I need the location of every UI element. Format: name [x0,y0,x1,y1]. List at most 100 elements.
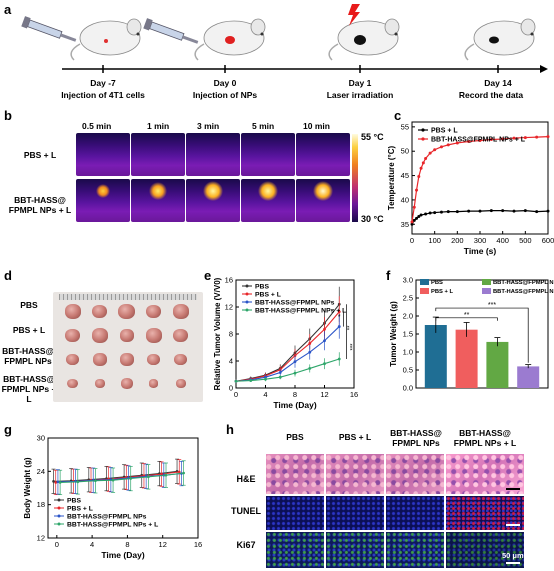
legend-marker [245,292,249,296]
tumor-specimen [118,303,135,320]
data-point [419,213,423,217]
scale-max-label: 55 °C [361,132,384,142]
bar [486,341,509,388]
tumor-specimen [172,304,189,319]
panel-b-label: b [4,108,12,123]
data-point [433,211,437,215]
panel-d-label: d [4,268,12,283]
data-point [446,143,450,147]
data-point [76,480,80,484]
series-line [411,136,549,222]
body-weight-chart: 0 4 8 12 16 12 18 24 30 Time (Day) Body Weight (g)… [23,434,202,561]
thermal-image [241,133,295,176]
x-tick-label: 100 [428,236,441,245]
data-point [182,471,185,475]
legend-label: PBS [431,280,443,286]
legend-marker [245,284,249,288]
sig-label: ** [348,325,354,330]
series-line [235,311,340,382]
panel-c-label: c [394,108,402,123]
sig-label: * [338,314,341,321]
data-point [433,148,437,152]
histo-col-label: BBT-HASS@ FPMPL NPs + L [453,428,517,448]
legend-label: BBT-HASS@FPMPL NPs + L [255,308,346,315]
tumor-specimen [92,353,107,366]
data-point [58,481,62,484]
tumor-specimen [119,353,134,366]
y-tick-label: 4 [229,357,233,366]
data-point [308,350,312,354]
data-point [308,367,312,370]
syringe-icon [21,16,77,42]
tumor-specimen [120,378,133,389]
legend-label: PBS [67,498,81,505]
x-tick-label: 600 [542,236,554,245]
data-point [424,212,428,216]
histo-col-label: BBT-HASS@ FPMPL NPs [390,428,442,448]
data-point [535,135,539,139]
data-point [337,325,341,328]
data-point [323,339,326,343]
data-point [455,141,459,145]
bar [517,366,540,388]
histo-row-label: Ki67 [236,540,256,550]
y-tick-label: 24 [37,467,45,476]
data-point [467,209,471,213]
data-point [264,377,267,381]
tumor-specimen [92,304,107,319]
x-tick-label: 300 [474,236,487,245]
tumor-specimen [147,353,160,366]
data-point [412,218,416,222]
data-point [293,360,297,364]
legend-marker [421,137,425,141]
legend-swatch [482,279,491,285]
legend-label: BBT-HASS@FPMPL NPs [493,280,554,286]
data-point [412,205,416,209]
legend-label: PBS + L [431,128,458,135]
panel-e-label: e [204,268,212,283]
time-label: 0.5 min [82,121,112,131]
mouse-icon [70,18,142,61]
thermal-row-label: BBT-HASS@ FPMPL NPs + L [8,195,72,215]
data-point [337,357,341,361]
data-point [424,157,428,161]
sig-bracket [435,307,529,363]
panel-a-label: a [4,2,12,17]
y-tick-label: 40 [401,195,409,204]
plot-frame [47,437,199,539]
y-tick-label: 1.0 [403,348,413,357]
y-tick-label: 18 [37,500,45,509]
data-point [308,342,312,345]
data-point [415,188,419,192]
thermal-image-hotspot [131,179,185,222]
data-point [478,209,482,213]
data-point [129,477,133,480]
panel-f-label: f [386,268,391,283]
data-point [234,379,238,383]
tunel-image [386,496,444,530]
tumor-specimen [174,353,187,366]
data-point [523,136,527,140]
data-point [428,211,432,215]
data-point [489,209,493,213]
he-image [446,454,524,494]
legend-label: BBT-HASS@FPMPL NPs [255,300,335,307]
legend-marker [245,300,249,304]
thermal-image [131,133,185,176]
timeline-desc: Record the data [458,90,524,100]
thermal-image-hotspot [241,179,295,222]
data-point [467,139,471,143]
tumor-specimen [64,304,81,319]
he-image [266,454,324,494]
scalebar [506,524,520,526]
x-tick-label: 12 [320,390,328,399]
y-tick-label: 12 [37,534,45,543]
data-point [415,216,419,220]
data-point [478,139,482,143]
timeline-day: Day 14 [484,78,512,88]
x-tick-label: 400 [496,236,509,245]
data-point [323,362,326,366]
time-label: 10 min [303,121,330,131]
tumor-specimen [119,329,134,342]
